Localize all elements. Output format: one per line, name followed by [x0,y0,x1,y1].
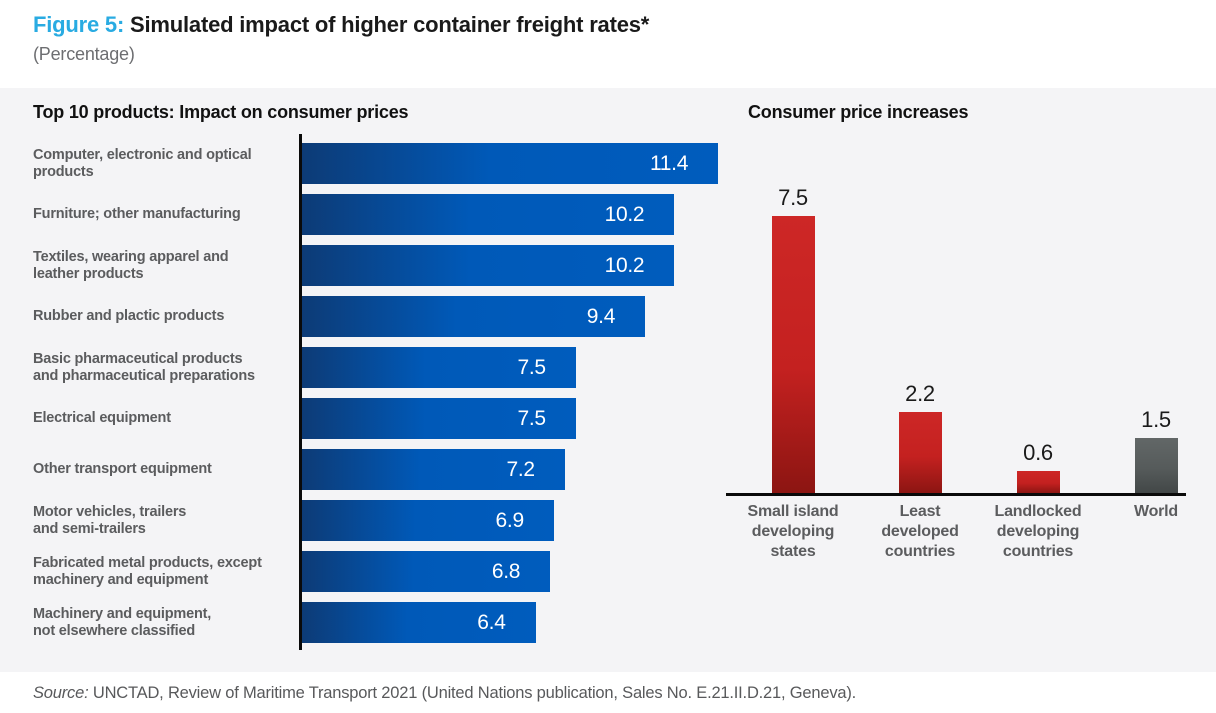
bar-row: Machinery and equipment, not elsewhere c… [33,597,733,648]
bar-row: Electrical equipment 7.5 [33,393,733,444]
category-label: Small island developing states [747,503,839,560]
figure-subtitle: (Percentage) [33,44,135,64]
bar-row: Furniture; other manufacturing 10.2 [33,189,733,240]
column: 0.6 [1008,440,1068,493]
left-chart-title: Top 10 products: Impact on consumer pric… [33,102,409,122]
bar: 9.4 [302,296,646,337]
chart-panel: Top 10 products: Impact on consumer pric… [0,88,1216,672]
category-label: Least developed countries [881,503,959,560]
bar: 7.5 [302,347,576,388]
category-label: Motor vehicles, trailers and semi-traile… [33,503,187,537]
category-label: Fabricated metal products, except machin… [33,554,262,588]
bar-value-label: 6.9 [495,508,525,532]
bar-row: Textiles, wearing apparel and leather pr… [33,240,733,291]
category-label: Textiles, wearing apparel and leather pr… [33,248,229,282]
bar-row: Basic pharmaceutical products and pharma… [33,342,733,393]
bar-track: 6.9 [302,500,733,541]
category-label: Machinery and equipment, not elsewhere c… [33,605,212,639]
category-label: Computer, electronic and optical product… [33,146,252,180]
bar: 11.4 [302,143,719,184]
column: 2.2 [890,381,950,493]
bar: 7.5 [302,398,576,439]
bar-value-label: 7.2 [506,457,536,481]
bar-track: 6.4 [302,602,733,643]
bar-value-label: 10.2 [604,202,645,226]
bar-track: 11.4 [302,143,733,184]
bar-value-label: 7.5 [778,184,808,210]
category-label: Landlocked developing countries [994,503,1082,560]
category-label: Basic pharmaceutical products and pharma… [33,350,255,384]
bar-value-label: 6.4 [477,610,506,634]
bar: 6.9 [302,500,554,541]
category-label: World [1133,503,1179,520]
figure-title: Figure 5: Simulated impact of higher con… [33,12,649,38]
bar-value-label: 9.4 [586,304,616,328]
category-label: Other transport equipment [33,461,212,477]
right-chart-title: Consumer price increases [748,102,969,122]
bar-track: 10.2 [302,245,733,286]
bar [1134,437,1178,493]
bar-track: 7.5 [302,347,733,388]
bar-value-label: 7.5 [517,355,546,379]
bar-track: 7.5 [302,398,733,439]
bar-value-label: 11.4 [649,151,689,175]
bar: 6.4 [302,602,536,643]
right-chart-x-axis-line [726,493,1186,496]
bar-value-label: 1.5 [1141,406,1171,432]
bar-row: Computer, electronic and optical product… [33,138,733,189]
column: 1.5 [1126,406,1186,493]
category-label: Rubber and plactic products [33,308,225,324]
figure-number-label: Figure 5: [33,12,125,37]
bar-track: 6.8 [302,551,733,592]
left-chart-y-axis-line [299,134,302,650]
bar [1016,470,1060,493]
bar-row: Rubber and plactic products 9.4 [33,291,733,342]
bar-value-label: 2.2 [905,380,935,406]
bar-value-label: 6.8 [491,559,521,583]
figure-footer: Source: UNCTAD, Review of Maritime Trans… [0,672,1216,713]
bar-track: 10.2 [302,194,733,235]
bar: 7.2 [302,449,565,490]
bar-value-label: 7.5 [517,406,546,430]
bar: 6.8 [302,551,551,592]
category-label: Electrical equipment [33,410,171,426]
bar-row: Fabricated metal products, except machin… [33,546,733,597]
bar [898,411,942,493]
bar-track: 9.4 [302,296,733,337]
source-note: Source: UNCTAD, Review of Maritime Trans… [33,684,856,703]
category-label: Furniture; other manufacturing [33,206,241,222]
bar-value-label: 10.2 [604,253,645,277]
bar-track: 7.2 [302,449,733,490]
bar-value-label: 0.6 [1023,439,1053,465]
column: 7.5 [763,184,823,493]
figure-title-text: Simulated impact of higher container fre… [124,12,650,37]
source-label: Source: [33,684,89,702]
horizontal-bar-chart: Computer, electronic and optical product… [33,138,733,648]
bar-row: Motor vehicles, trailers and semi-traile… [33,495,733,546]
bar: 10.2 [302,194,675,235]
source-text: UNCTAD, Review of Maritime Transport 202… [88,684,857,702]
bar-row: Other transport equipment 7.2 [33,444,733,495]
bar [771,215,815,493]
bar: 10.2 [302,245,675,286]
